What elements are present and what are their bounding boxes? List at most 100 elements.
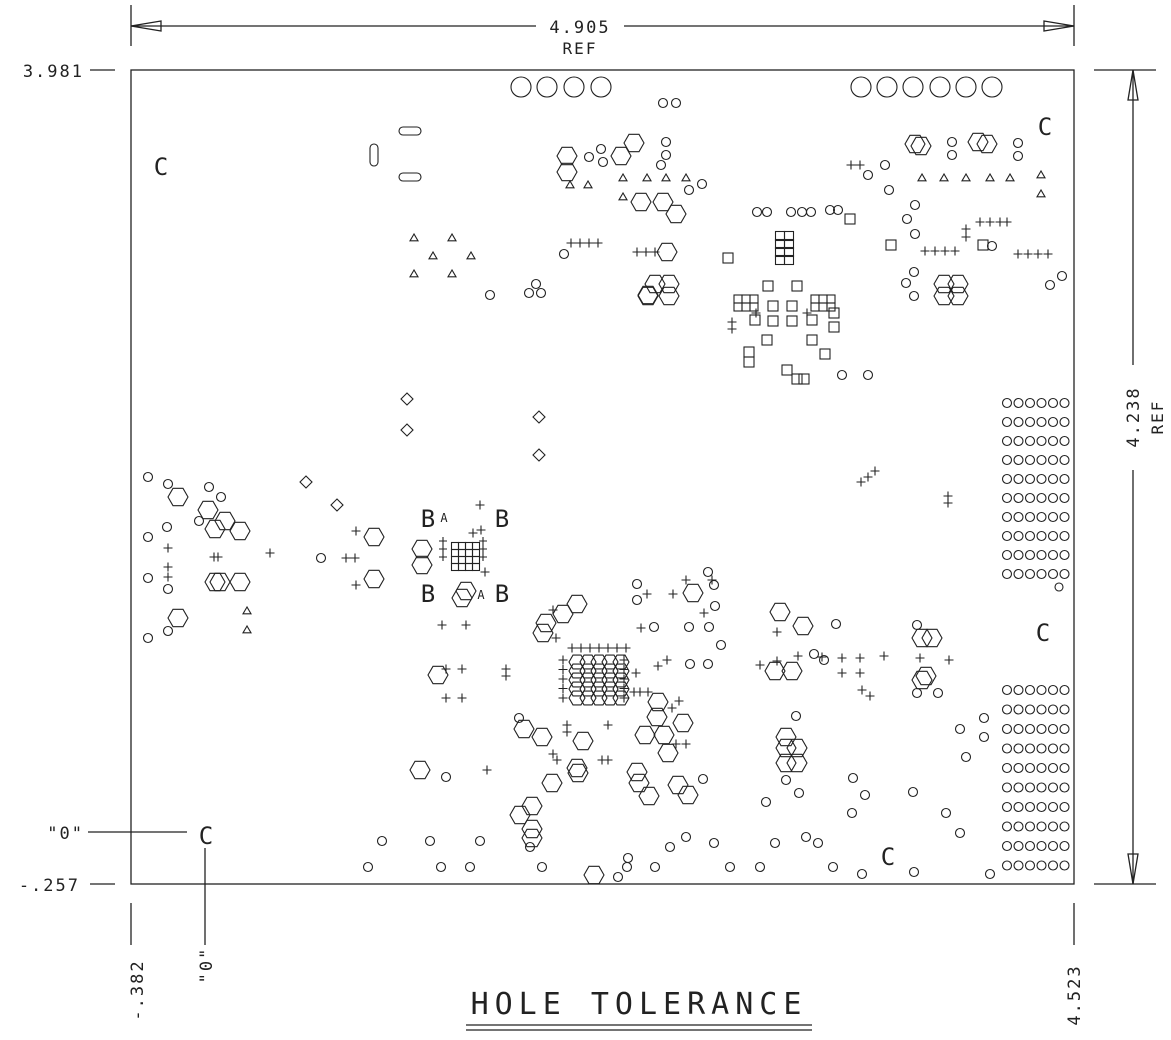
hole-circle: [1013, 782, 1024, 793]
hole-square: [791, 280, 803, 292]
hole-hexagon: [583, 865, 605, 885]
hole-hexagon: [409, 760, 431, 780]
hole-square: [741, 302, 751, 312]
hole-square: [826, 302, 836, 312]
hole-circle: [769, 837, 781, 849]
hole-square: [783, 230, 795, 242]
hole-cross: [551, 633, 561, 643]
hole-triangle: [985, 172, 995, 182]
hole-circle: [1036, 473, 1047, 485]
hole-hexagon: [658, 286, 680, 306]
hole-hexagon: [567, 763, 589, 783]
hole-cross: [636, 623, 646, 633]
hole-circle: [513, 712, 525, 724]
hole-circle: [847, 772, 859, 784]
hole-circle: [1047, 782, 1059, 793]
width-dimension-value: 4.905: [549, 18, 610, 38]
tolerance-marker-c: C: [154, 153, 168, 181]
hole-circle: [1047, 840, 1059, 852]
hole-circle: [824, 204, 836, 216]
hole-circle: [902, 76, 924, 98]
hole-cross: [603, 643, 613, 653]
hole-circle: [1013, 801, 1024, 813]
hole-circle: [660, 136, 672, 148]
hole-hexagon: [411, 539, 433, 559]
hole-hexagon: [976, 134, 998, 154]
hole-cross: [817, 652, 827, 662]
hole-circle: [1001, 821, 1013, 832]
hole-circle: [780, 774, 792, 786]
hole-circle: [590, 76, 612, 98]
hole-square: [783, 254, 795, 266]
hole-triangle: [961, 172, 971, 182]
hole-cross: [662, 655, 672, 665]
hole-hexagon: [556, 162, 578, 182]
hole-cross: [802, 308, 812, 318]
hole-circle: [1001, 568, 1013, 580]
hole-circle: [1047, 860, 1059, 871]
hole-cross: [566, 238, 576, 248]
hole-circle: [1013, 860, 1024, 871]
hole-cross: [619, 665, 629, 674]
hole-hexagon: [947, 286, 969, 306]
hole-hexagon: [214, 511, 236, 531]
hole-hexagon: [229, 572, 251, 592]
hole-triangle: [242, 624, 252, 634]
hole-cross: [476, 525, 486, 535]
hole-circle: [1036, 723, 1047, 735]
hole-circle: [1001, 530, 1013, 542]
hole-hexagon: [638, 786, 660, 806]
hole-cross: [603, 720, 613, 730]
tolerance-marker-b: B: [495, 580, 509, 608]
hole-circle: [142, 632, 154, 644]
hole-circle: [760, 796, 772, 808]
hole-circle: [464, 861, 476, 873]
hole-cross: [163, 543, 173, 553]
hole-circle: [1059, 492, 1070, 504]
hole-square: [762, 280, 774, 292]
hole-hexagon: [521, 819, 543, 839]
hole-hexagon: [967, 132, 989, 152]
hole-cross: [351, 526, 361, 536]
hole-cross: [341, 553, 351, 563]
hole-cross: [857, 685, 867, 695]
hole-hexagon: [204, 519, 226, 539]
hole-square: [741, 294, 751, 304]
hole-cross: [772, 656, 782, 666]
hole-circle: [315, 552, 327, 564]
hole-hexagon: [572, 731, 594, 751]
hole-circle: [535, 287, 547, 299]
hole-square: [828, 307, 840, 319]
right-ordinate-value: 4.523: [1065, 964, 1085, 1025]
hole-square: [457, 541, 467, 551]
hole-cross: [635, 687, 645, 697]
hole-circle: [1013, 723, 1024, 735]
hole-circle: [946, 149, 958, 161]
hole-circle: [1059, 801, 1070, 813]
hole-circle: [827, 861, 839, 873]
hole-circle: [900, 277, 912, 289]
hole-circle: [954, 827, 966, 839]
hole-circle: [1001, 435, 1013, 447]
hole-circle: [1059, 435, 1070, 447]
hole-cross: [594, 643, 604, 653]
hole-circle: [1059, 860, 1070, 871]
hole-circle: [1024, 801, 1036, 813]
hole-circle: [1001, 743, 1013, 754]
hole-cross: [479, 553, 487, 561]
hole-cross: [915, 653, 925, 663]
tolerance-marker-b: B: [421, 505, 435, 533]
hole-circle: [1013, 530, 1024, 542]
hole-hexagon: [781, 661, 803, 681]
hole-cross: [558, 655, 568, 665]
hole-circle: [1013, 568, 1024, 580]
hole-hexagon: [455, 581, 477, 601]
hole-hexagon: [612, 663, 630, 679]
hole-hexagon: [612, 681, 630, 697]
hole-hexagon: [658, 274, 680, 294]
hole-triangle: [466, 250, 476, 260]
hole-hexagon: [532, 623, 554, 643]
hole-cross: [856, 477, 866, 487]
hole-cross: [558, 665, 568, 674]
hole-circle: [978, 731, 990, 743]
